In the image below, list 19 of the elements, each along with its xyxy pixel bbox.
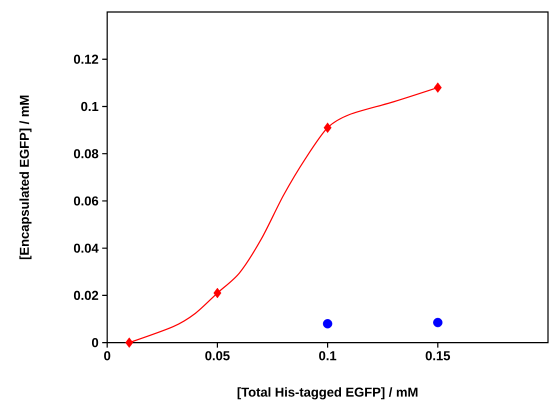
x-tick-label: 0.15 <box>426 351 450 360</box>
y-tick-label: 0.02 <box>74 290 98 300</box>
y-tick-label: 0.1 <box>81 102 98 112</box>
y-tick-label: 0.06 <box>74 196 98 206</box>
y-tick-label: 0.08 <box>74 149 98 158</box>
point <box>433 318 442 328</box>
point <box>324 122 332 134</box>
y-tick-label: 0.12 <box>74 54 98 64</box>
x-tick-label: 0.05 <box>205 351 230 360</box>
point <box>213 288 222 298</box>
point <box>125 338 134 348</box>
y-tick-label: 0.04 <box>74 244 99 253</box>
x-axis-title: [Total His-tagged EGFP] / mM <box>238 387 418 400</box>
x-tick-label: 0 <box>104 351 110 360</box>
point <box>322 319 332 329</box>
y-axis-title: [Encapsulated EGFP] / mM <box>19 96 32 260</box>
y-tick-label: 0 <box>92 338 98 348</box>
x-tick-label: 0.1 <box>319 351 336 360</box>
point <box>434 82 442 93</box>
